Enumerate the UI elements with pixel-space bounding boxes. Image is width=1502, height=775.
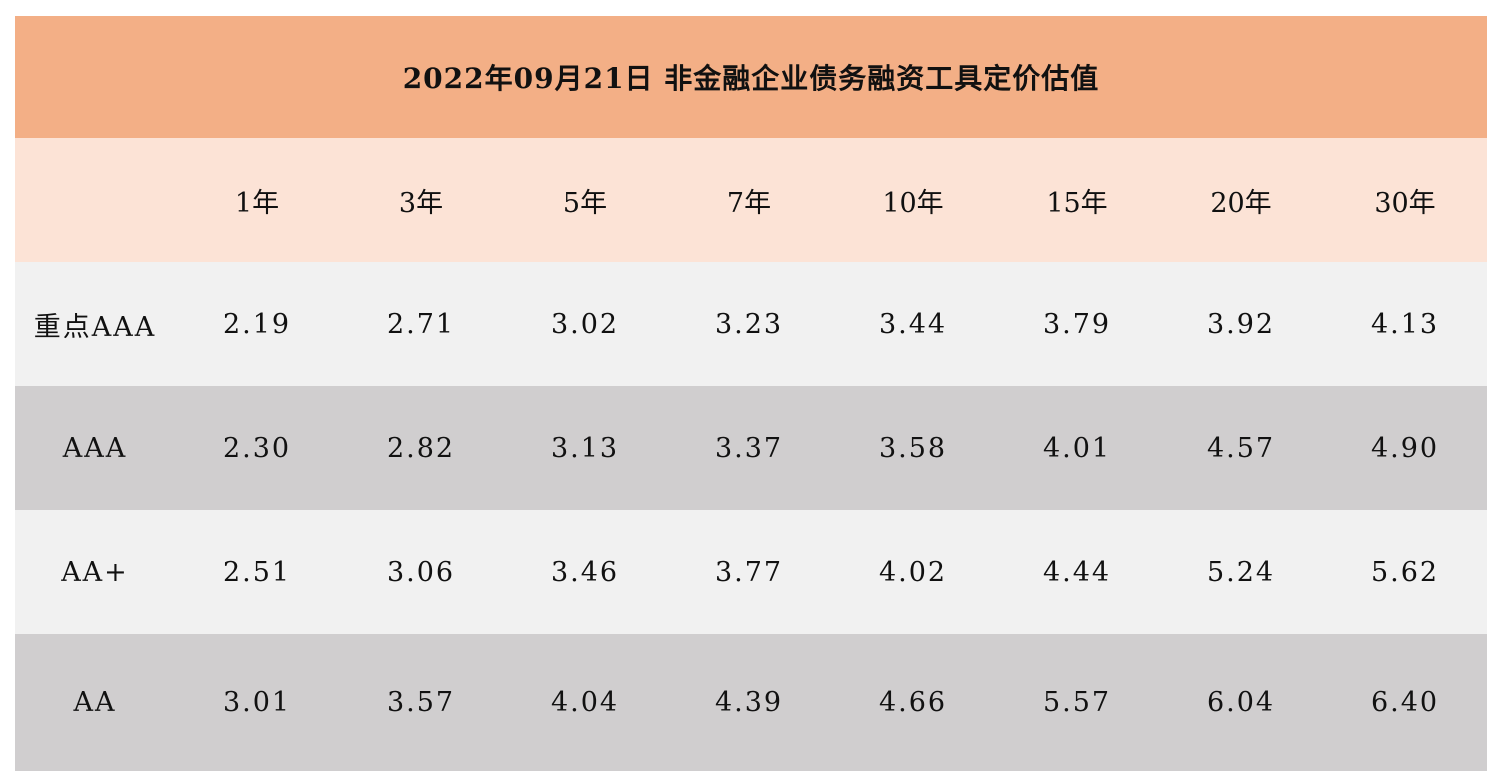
table-cell: 3.44 [878,308,948,340]
table-cell: 3.92 [1206,308,1276,340]
table-cell: 4.57 [1206,432,1276,464]
column-header-1y: 1年 [234,187,280,219]
table-cell: 6.04 [1206,687,1276,718]
row-label: AA [73,687,117,718]
table-cell: 5.57 [1042,687,1112,718]
column-header-30y: 30年 [1374,187,1436,219]
table-cell: 3.13 [550,432,620,464]
table-cell: 2.51 [222,556,292,588]
table-cell: 2.19 [222,308,292,340]
table-cell: 3.79 [1042,308,1112,340]
table-cell: 3.06 [386,556,456,588]
row-label: 重点AAA [33,311,157,343]
row-label: AAA [62,432,128,464]
table-cell: 3.46 [550,556,620,588]
table-cell: 4.02 [878,556,948,588]
table-cell: 4.66 [878,687,948,718]
table-cell: 5.24 [1206,556,1276,588]
table-cell: 4.04 [550,687,620,718]
table-row-aaa: AAA 2.30 2.82 3.13 3.37 3.58 4.01 4.57 4… [15,386,1487,510]
row-label: AA+ [61,556,129,588]
table-row-key-aaa: 重点AAA 2.19 2.71 3.02 3.23 3.44 3.79 3.92… [15,262,1487,386]
column-header-10y: 10年 [882,187,944,219]
table-cell: 4.44 [1042,556,1112,588]
table-cell: 2.71 [386,308,456,340]
table-cell: 4.90 [1370,432,1440,464]
column-header-3y: 3年 [398,187,444,219]
table-cell: 5.62 [1370,556,1440,588]
table-cell: 4.01 [1042,432,1112,464]
table-cell: 3.02 [550,308,620,340]
table-cell: 3.57 [386,687,456,718]
table-cell: 2.82 [386,432,456,464]
table-row-aa: AA 3.01 3.57 4.04 4.39 4.66 5.57 6.04 6.… [15,634,1487,771]
column-header-20y: 20年 [1210,187,1272,219]
header-row: 1年 3年 5年 7年 10年 15年 20年 30年 [15,138,1487,262]
table-cell: 4.39 [714,687,784,718]
table-cell: 3.37 [714,432,784,464]
table-title: 2022年09月21日 非金融企业债务融资工具定价估值 [402,62,1100,95]
table-title-row: 2022年09月21日 非金融企业债务融资工具定价估值 [15,16,1487,138]
table-cell: 6.40 [1370,687,1440,718]
column-header-5y: 5年 [562,187,608,219]
table-cell: 3.23 [714,308,784,340]
table-cell: 3.01 [222,687,292,718]
table-cell: 2.30 [222,432,292,464]
valuation-table: 2022年09月21日 非金融企业债务融资工具定价估值 1年 3年 5年 7年 … [15,16,1487,771]
column-header-7y: 7年 [726,187,772,219]
table-cell: 3.58 [878,432,948,464]
table-row-aa-plus: AA+ 2.51 3.06 3.46 3.77 4.02 4.44 5.24 5… [15,510,1487,634]
table-cell: 4.13 [1370,308,1440,340]
column-header-15y: 15年 [1046,187,1108,219]
table-cell: 3.77 [714,556,784,588]
